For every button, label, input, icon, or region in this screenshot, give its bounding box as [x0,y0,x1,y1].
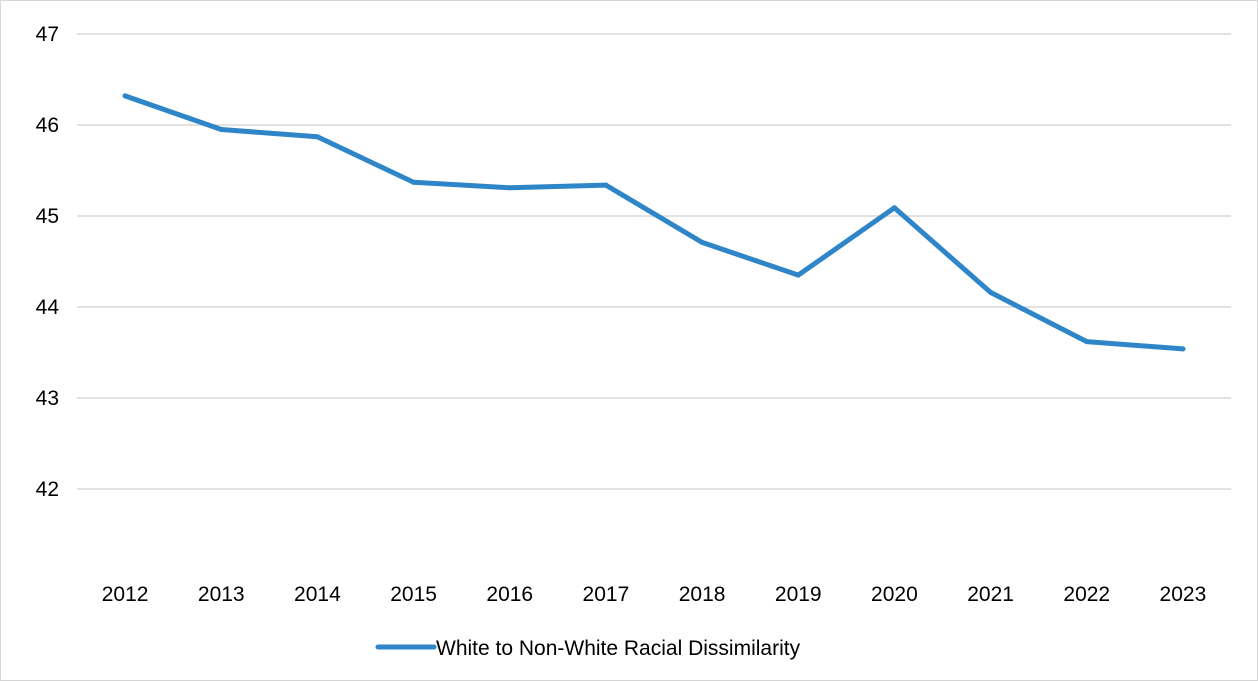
data-point [1180,346,1186,352]
x-tick-label: 2020 [871,583,918,606]
x-tick-label: 2016 [486,583,533,606]
legend-label: White to Non-White Racial Dissimilarity [436,637,801,660]
series-lines [122,93,1186,352]
series-line-0 [122,93,1186,352]
x-tick-label: 2014 [294,583,341,606]
data-point [122,93,128,99]
y-tick-label: 45 [36,205,59,228]
data-point [218,127,224,133]
x-tick-label: 2023 [1160,583,1207,606]
gridlines [77,33,1231,490]
x-tick-label: 2015 [390,583,437,606]
x-tick-label: 2013 [198,583,245,606]
x-tick-label: 2019 [775,583,822,606]
data-point [795,272,801,278]
y-tick-label: 44 [36,296,60,319]
legend: White to Non-White Racial Dissimilarity [375,637,801,660]
data-point [988,289,994,295]
x-tick-label: 2021 [967,583,1014,606]
data-point [603,182,609,188]
x-tick-label: 2022 [1063,583,1110,606]
x-axis-tick-labels: 2012 2013 2014 2015 2016 2017 2018 2019 2020 2021… [102,583,1207,606]
data-point [411,179,417,185]
data-point [314,134,320,140]
data-point [1084,339,1090,345]
y-axis-tick-labels: 42 43 44 45 46 47 [36,23,60,501]
x-tick-label: 2017 [583,583,630,606]
data-point [507,185,513,191]
data-point [699,239,705,245]
y-tick-label: 47 [36,23,59,46]
x-tick-label: 2012 [102,583,149,606]
y-tick-label: 42 [36,478,59,501]
y-tick-label: 43 [36,387,59,410]
y-tick-label: 46 [36,114,59,137]
x-tick-label: 2018 [679,583,726,606]
data-point [891,205,897,211]
